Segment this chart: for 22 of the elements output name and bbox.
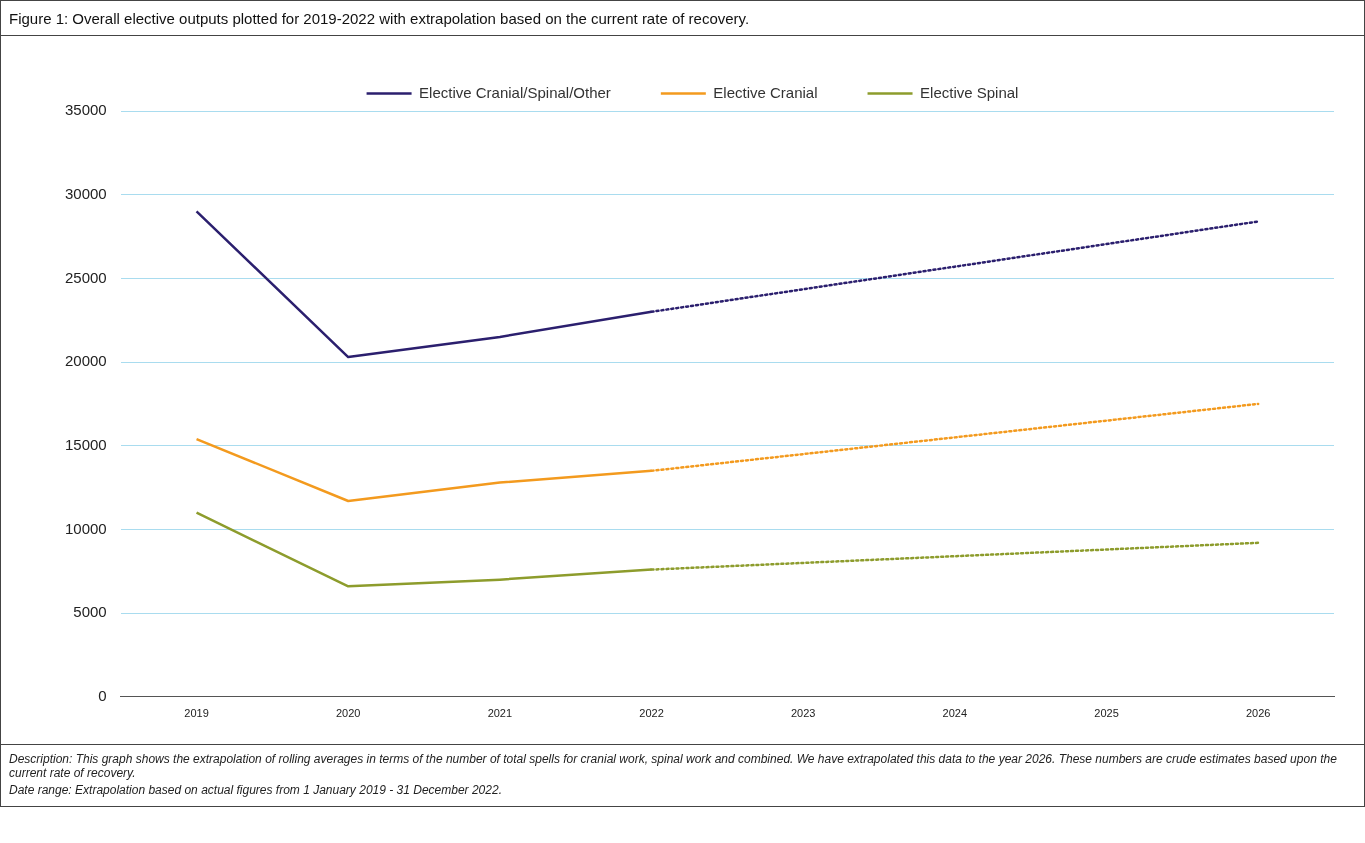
legend-label: Elective Cranial — [713, 83, 818, 101]
legend-label: Elective Cranial/Spinal/Other — [419, 83, 611, 101]
y-tick-label: 0 — [98, 686, 107, 704]
y-tick-label: 35000 — [64, 101, 107, 119]
y-tick-label: 15000 — [64, 435, 107, 453]
y-tick-label: 25000 — [64, 268, 107, 286]
legend-label: Elective Spinal — [920, 83, 1019, 101]
x-tick-label: 2026 — [1245, 707, 1271, 720]
text: Date range: Extrapolation based on actual figures from 1 January 2019 - 31 December 2022. — [9, 783, 503, 797]
x-tick-label: 2019 — [184, 707, 209, 720]
x-tick-label: 2021 — [487, 707, 513, 720]
x-tick-label: 2025 — [1094, 707, 1119, 720]
x-tick-label: 2024 — [942, 707, 968, 720]
y-tick-label: 10000 — [64, 519, 107, 537]
text: Description: This graph shows the extrapolation of rolling averages in terms of the number of total spells for cranial work, spinal work and combined. We have extrapolated this data to the year 2026. These numbers are crude estimates based upon the current rate of recovery. — [9, 752, 1338, 780]
y-tick-label: 30000 — [64, 184, 107, 202]
y-tick-label: 20000 — [64, 352, 107, 370]
y-tick-label: 5000 — [73, 603, 107, 621]
x-tick-label: 2022 — [639, 707, 664, 720]
x-tick-label: 2020 — [335, 707, 361, 720]
x-tick-label: 2023 — [790, 707, 816, 720]
chart-title: Figure 1: Overall elective outputs plotted for 2019-2022 with extrapolation based on the current rate of recovery. — [1, 1, 1364, 36]
